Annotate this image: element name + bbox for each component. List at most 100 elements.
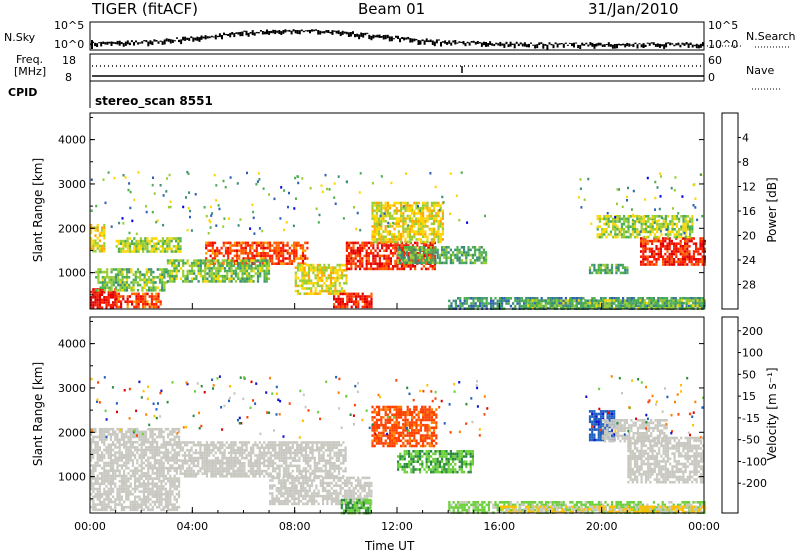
data-cell — [354, 262, 357, 265]
data-cell — [147, 477, 150, 480]
data-cell — [279, 254, 283, 258]
data-cell — [116, 451, 119, 454]
data-cell — [307, 263, 311, 267]
data-cell — [668, 263, 671, 266]
data-cell — [667, 304, 671, 307]
data-cell — [151, 492, 154, 496]
data-cell — [376, 262, 379, 265]
data-cell — [145, 464, 148, 467]
data-cell — [244, 257, 247, 260]
data-cell — [380, 227, 383, 231]
data-cell — [441, 217, 444, 220]
data-cell — [490, 299, 493, 303]
data-cell — [129, 459, 132, 462]
data-cell — [118, 492, 121, 496]
data-cell — [195, 264, 198, 268]
nsky-point — [433, 41, 436, 47]
data-cell — [156, 498, 159, 501]
data-cell — [303, 269, 306, 272]
data-cell — [294, 276, 297, 280]
data-cell — [147, 498, 150, 501]
data-cell — [98, 508, 101, 512]
data-cell — [465, 297, 468, 300]
data-cell — [116, 466, 119, 470]
data-cell — [120, 305, 123, 309]
data-cell — [131, 433, 134, 436]
data-cell — [461, 302, 464, 305]
data-cell — [437, 232, 440, 236]
data-cell — [138, 495, 141, 499]
data-cell — [379, 214, 382, 218]
data-cell — [120, 427, 123, 431]
data-cell — [173, 261, 176, 265]
data-cell — [223, 267, 227, 270]
data-cell — [649, 222, 652, 226]
data-cell — [697, 258, 700, 261]
data-cell — [125, 281, 129, 284]
data-cell — [476, 248, 479, 252]
nsky-point — [331, 30, 334, 35]
data-cell — [518, 304, 521, 308]
nsky-point — [397, 35, 399, 39]
data-cell — [244, 252, 247, 255]
data-cell — [375, 222, 378, 226]
data-cell — [659, 230, 662, 233]
data-cell — [640, 239, 643, 243]
data-cell — [158, 472, 161, 475]
data-cell — [125, 490, 128, 493]
data-cell — [98, 303, 101, 307]
data-cell — [263, 269, 266, 273]
data-cell — [668, 237, 671, 240]
data-cell — [692, 242, 695, 245]
nsky-point — [321, 31, 324, 34]
data-cell — [217, 274, 220, 278]
data-cell — [140, 446, 143, 449]
data-cell — [378, 259, 381, 263]
data-cell — [118, 487, 121, 491]
data-cell — [182, 264, 185, 268]
nsky-point — [497, 43, 500, 46]
data-cell — [120, 503, 123, 506]
data-cell — [237, 277, 240, 281]
data-cell — [645, 228, 648, 231]
data-cell — [642, 222, 645, 226]
data-cell — [465, 253, 468, 257]
data-cell — [133, 250, 136, 253]
data-cell — [387, 221, 390, 225]
data-cell — [142, 503, 145, 506]
data-cell — [656, 228, 659, 231]
data-cell — [419, 212, 422, 215]
data-cell — [118, 469, 121, 473]
data-cell — [417, 212, 420, 215]
data-cell — [103, 474, 106, 478]
data-cell — [674, 304, 677, 307]
data-cell — [265, 280, 268, 283]
data-cell — [654, 208, 656, 211]
data-cell — [375, 209, 378, 213]
data-cell — [94, 440, 97, 444]
data-cell — [201, 259, 205, 262]
data-cell — [301, 244, 305, 247]
data-cell — [642, 260, 645, 264]
data-cell — [148, 305, 151, 309]
data-cell — [370, 262, 373, 265]
data-cell — [166, 239, 169, 243]
data-cell — [578, 297, 581, 300]
data-cell — [125, 273, 129, 276]
data-cell — [97, 270, 100, 274]
data-cell — [142, 487, 145, 491]
data-cell — [401, 256, 404, 259]
data-cell — [305, 271, 308, 275]
data-cell — [329, 269, 333, 272]
data-cell — [127, 487, 130, 491]
data-cell — [555, 301, 558, 305]
data-cell — [149, 492, 152, 496]
data-cell — [282, 257, 285, 260]
data-cell — [636, 233, 639, 236]
data-cell — [514, 297, 517, 300]
data-cell — [184, 261, 187, 265]
data-cell — [394, 265, 397, 268]
data-cell — [373, 209, 376, 213]
data-cell — [158, 273, 162, 276]
